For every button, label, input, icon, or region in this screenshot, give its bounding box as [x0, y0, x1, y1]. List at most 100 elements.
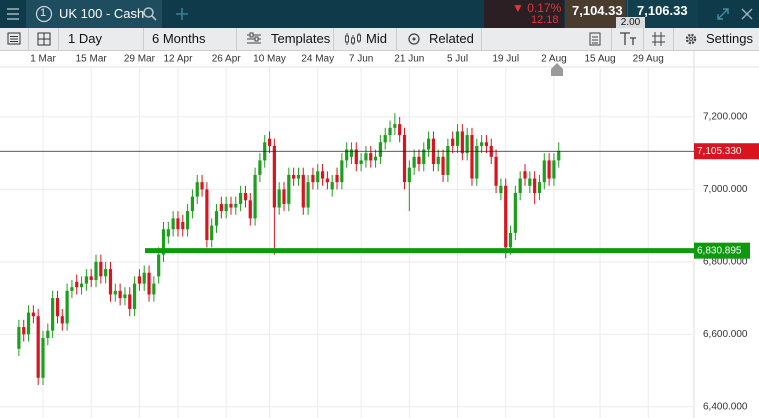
instrument-bar: 1 UK 100 - Cash ▼ 0.17% 12.18 7,104.33 7…: [0, 0, 759, 29]
interval[interactable]: 1 Day: [59, 28, 144, 50]
candle-body: [181, 222, 185, 230]
price-label: 7,105.330: [697, 146, 742, 157]
window-controls[interactable]: [716, 7, 756, 21]
candle-body: [248, 200, 252, 219]
candle-body: [518, 178, 522, 194]
sell-price[interactable]: 7,104.33: [572, 3, 623, 18]
candle-body: [446, 145, 450, 175]
candle-body: [26, 312, 31, 335]
candle-body: [296, 174, 301, 179]
list-icon: [7, 32, 21, 45]
candle-body: [55, 298, 60, 317]
grid: 6,400.000 6,600.000 6,800.000 7,000.000 7,20…: [0, 54, 748, 418]
candle-body: [301, 174, 305, 208]
candle-body: [137, 276, 141, 284]
candle-body: [132, 283, 137, 309]
candle-body: [311, 174, 315, 183]
candle-body: [436, 156, 440, 165]
candle-body: [287, 174, 291, 204]
settings[interactable]: Settings: [706, 31, 753, 46]
candle-body: [171, 218, 175, 230]
candle-body: [402, 135, 407, 183]
related[interactable]: Related: [397, 28, 482, 50]
candle-body: [292, 174, 296, 179]
candle-body: [306, 182, 310, 208]
candle-body: [465, 135, 469, 154]
candle-body: [94, 261, 98, 280]
candle-body: [455, 131, 460, 146]
candle-body: [359, 160, 363, 165]
text-button[interactable]: [612, 28, 644, 50]
candle-body: [528, 178, 532, 186]
change-percent-value: 0.17%: [527, 1, 562, 15]
candle-body: [398, 124, 402, 136]
candle-body: [494, 156, 498, 186]
candle-body: [99, 261, 103, 277]
candle-body: [480, 142, 484, 146]
candle-body: [60, 316, 64, 324]
change-box: [484, 0, 564, 28]
add-tab[interactable]: [174, 6, 190, 22]
search-icon[interactable]: [142, 6, 158, 22]
candle-body: [354, 149, 358, 165]
candle-body: [104, 269, 108, 277]
candle-body: [147, 272, 151, 295]
x-tick-label: 7 Jun: [349, 54, 373, 65]
candle-body: [190, 196, 195, 212]
candle-body: [113, 290, 117, 295]
chart: 6,400.000 6,600.000 6,800.000 7,000.000 7,20…: [0, 51, 759, 418]
candle-body: [267, 138, 272, 146]
support-label: 6,830.895: [697, 245, 742, 256]
candle-body: [46, 330, 50, 338]
current-date-marker[interactable]: [551, 63, 563, 76]
notes-button[interactable]: [578, 28, 612, 50]
candle-body: [161, 229, 166, 255]
sell-box[interactable]: [565, 0, 626, 28]
price-type[interactable]: Mid: [334, 28, 397, 50]
candle-body: [523, 171, 527, 179]
x-tick-label: 1 Mar: [30, 54, 56, 65]
candle-body: [407, 167, 411, 183]
candle-body: [65, 290, 69, 324]
candle-body: [282, 189, 286, 204]
candle-body: [441, 156, 445, 175]
candle-body: [142, 272, 146, 284]
y-tick-label: 7,200.000: [703, 112, 748, 123]
candle-body: [123, 294, 127, 299]
range[interactable]: 6 Months: [144, 28, 237, 50]
change-points: 12.18: [531, 14, 559, 26]
candle-body: [533, 178, 537, 194]
templates-icon: [247, 32, 261, 44]
candle-body: [272, 145, 276, 208]
notes-icon: [589, 32, 601, 46]
x-tick-label: 10 May: [253, 54, 286, 65]
menu-icon[interactable]: [6, 7, 20, 21]
candle-body: [75, 281, 79, 288]
layout-button[interactable]: [29, 28, 59, 50]
candle-body: [253, 174, 257, 219]
candle-body: [128, 294, 132, 309]
instrument-tab[interactable]: [26, 0, 162, 28]
candle-body: [316, 171, 320, 183]
grid-button[interactable]: [644, 28, 674, 50]
candle-body: [205, 189, 209, 241]
x-tick-label: 5 Jul: [447, 54, 468, 65]
candle-body: [417, 156, 421, 165]
candle-body: [475, 145, 479, 179]
candle-body: [186, 211, 190, 230]
buy-price[interactable]: 7,106.33: [637, 3, 688, 18]
candle-body: [22, 327, 26, 335]
list-button[interactable]: [0, 28, 29, 50]
overlay: 7,105.330 6,830.895: [0, 143, 759, 259]
candle-body: [349, 149, 354, 157]
candle-body: [427, 138, 431, 150]
candle-body: [89, 276, 93, 280]
text-icon: [620, 32, 636, 45]
candle-body: [166, 229, 170, 237]
x-tick-label: 21 Jun: [394, 54, 424, 65]
x-tick-label: 29 Mar: [124, 54, 156, 65]
candle-body: [234, 203, 238, 208]
y-tick-label: 6,600.000: [703, 329, 748, 340]
candle-body: [369, 153, 373, 161]
templates[interactable]: Templates: [237, 28, 334, 50]
